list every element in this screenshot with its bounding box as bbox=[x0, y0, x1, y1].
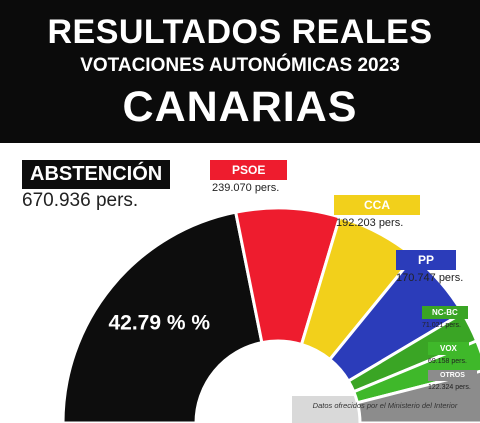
value-label: 239.070 pers. bbox=[212, 182, 280, 194]
value-label: 122.324 pers. bbox=[428, 384, 471, 391]
value-label: 192.203 pers. bbox=[336, 217, 404, 229]
legend-badge: PSOE bbox=[210, 160, 288, 180]
chart-title: RESULTADOS REALES bbox=[47, 13, 433, 51]
source-note: Datos ofrecidos por el Ministerio del In… bbox=[312, 401, 458, 410]
region-title: CANARIAS bbox=[122, 83, 358, 131]
chart-subtitle: VOTACIONES AUTONÓMICAS 2023 bbox=[80, 55, 400, 76]
label-vox: VOX 69.158 pers. bbox=[428, 338, 469, 365]
label-otros: OTROS 122.324 pers. bbox=[428, 364, 477, 391]
header-banner: RESULTADOS REALES VOTACIONES AUTONÓMICAS… bbox=[0, 0, 480, 143]
legend-badge: PP bbox=[396, 250, 457, 270]
label-psoe: PSOE 239.070 pers. bbox=[210, 160, 288, 194]
legend-badge: ABSTENCIÓN bbox=[22, 160, 171, 189]
slice-percent-label: 42.79 % % bbox=[108, 312, 210, 335]
value-label: 170.747 pers. bbox=[396, 272, 464, 284]
legend-badge: NC-BC bbox=[422, 306, 468, 319]
slice-otros bbox=[355, 369, 480, 423]
legend-badge: OTROS bbox=[428, 370, 477, 381]
legend-badge: CCA bbox=[334, 195, 420, 215]
value-label: 71.021 pers. bbox=[422, 322, 461, 329]
label-cca: CCA 192.203 pers. bbox=[334, 195, 420, 229]
label-nc-bc: NC-BC 71.021 pers. bbox=[422, 302, 468, 329]
value-label: 670.936 pers. bbox=[22, 190, 139, 211]
label-pp: PP 170.747 pers. bbox=[396, 250, 463, 284]
slice-abstenci-n bbox=[61, 210, 264, 423]
legend-badge: VOX bbox=[428, 342, 469, 355]
label-abstenci-n: ABSTENCIÓN 670.936 pers. bbox=[22, 160, 171, 212]
value-label: 69.158 pers. bbox=[428, 358, 467, 365]
